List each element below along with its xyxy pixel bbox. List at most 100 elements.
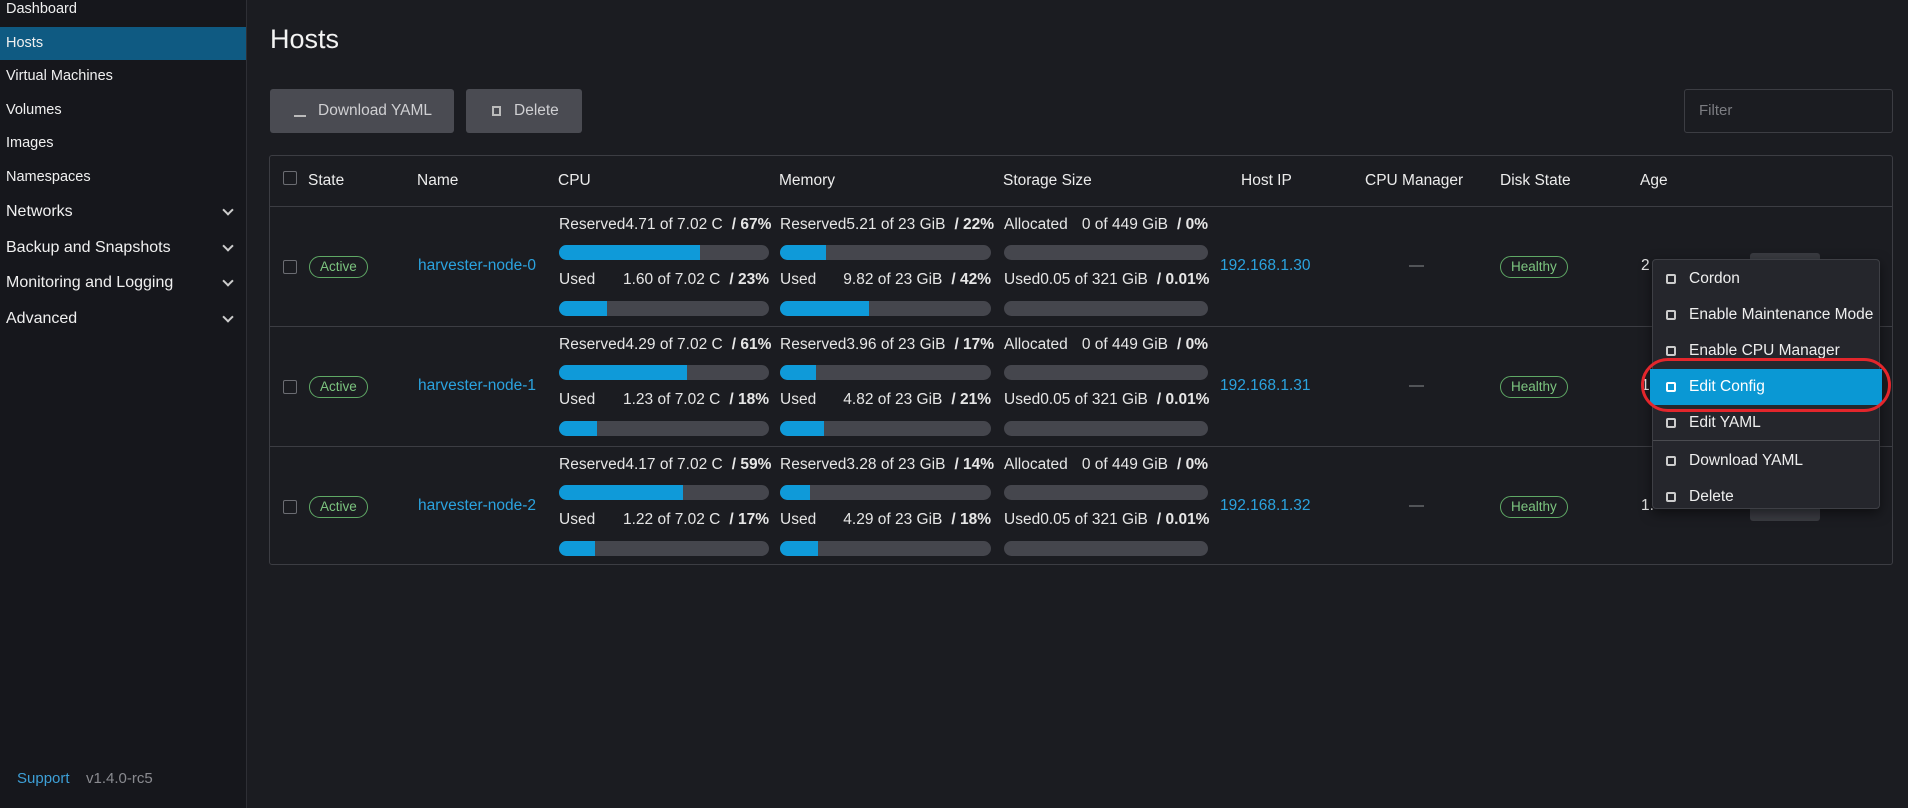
host-ip: 192.168.1.31 <box>1220 377 1311 394</box>
column-header[interactable]: Name <box>417 172 459 189</box>
menu-item[interactable]: Download YAML <box>1653 443 1879 479</box>
page-title: Hosts <box>270 24 340 54</box>
hosts-table: State Name CPU Memory Storage Size Host IP CPU… <box>269 155 1893 565</box>
row-checkbox[interactable] <box>283 500 297 514</box>
usage-percent: / 0% <box>1176 336 1208 353</box>
nav-item[interactable]: Virtual Machines <box>6 68 113 84</box>
sidebar: Support v1.4.0-rc5 Dashboard Hosts Virtual… <box>0 0 247 808</box>
progress-track <box>1004 365 1208 380</box>
usage-text: Used 4.29 of 23 GiB / 18% <box>780 509 991 531</box>
column-header[interactable]: State <box>308 172 345 189</box>
usage-amount: 0.05 of 321 GiB <box>1040 391 1148 408</box>
filter-input[interactable]: Filter <box>1684 89 1893 133</box>
nav-group[interactable]: Monitoring and Logging <box>0 265 246 300</box>
usage-amount: 9.82 of 23 GiB <box>843 271 943 288</box>
progress-track <box>1004 245 1208 260</box>
nav-item[interactable]: Namespaces <box>6 168 91 185</box>
progress-track <box>1004 301 1208 316</box>
usage-text: Allocated 0 of 449 GiB / 0% <box>1004 214 1208 236</box>
usage-cell: Allocated 0 of 449 GiB / 0% Used 0.05 of 321… <box>1004 207 1210 327</box>
usage-text: Used 1.60 of 7.02 C / 23% <box>559 269 769 291</box>
cpu-manager: — <box>1409 257 1424 274</box>
menu-item[interactable]: Enable CPU Manager <box>1653 333 1879 369</box>
nav-group[interactable]: Networks <box>0 194 246 229</box>
menu-icon <box>1666 274 1676 284</box>
menu-item-label: Enable Maintenance Mode <box>1689 306 1874 323</box>
usage-text: Reserved 4.17 of 7.02 C / 59% <box>559 454 771 476</box>
progress-fill <box>559 485 683 500</box>
row-checkbox[interactable] <box>283 380 297 394</box>
usage-text: Allocated 0 of 449 GiB / 0% <box>1004 334 1208 356</box>
usage-label: Used <box>559 271 596 288</box>
usage-amount: 0 of 449 GiB <box>1081 216 1168 233</box>
column-header: CPU Manager <box>1365 172 1464 189</box>
usage-label: Used <box>780 511 817 528</box>
delete-button[interactable]: Delete <box>466 89 582 133</box>
row-checkbox[interactable] <box>283 260 297 274</box>
nav-group[interactable]: Backup and Snapshots <box>0 230 246 265</box>
progress-track <box>559 541 769 556</box>
usage-percent: / 14% <box>954 456 995 473</box>
usage-percent: / 23% <box>729 271 769 288</box>
usage-text: Used 0.05 of 321 GiB / 0.01% <box>1004 269 1210 291</box>
menu-item-label: Delete <box>1689 488 1734 505</box>
column-header: Storage Size <box>1003 172 1092 189</box>
usage-cell: Reserved 4.29 of 7.02 C / 61% Used 1.23 of 7… <box>559 327 771 447</box>
nav-group-label: Networks <box>6 203 73 220</box>
usage-label: Used <box>1004 391 1041 408</box>
menu-item[interactable]: Delete <box>1653 479 1879 515</box>
menu-item[interactable]: Edit YAML <box>1653 405 1879 441</box>
nav-item[interactable]: Images <box>6 135 54 151</box>
usage-text: Reserved 3.28 of 23 GiB / 14% <box>780 454 995 476</box>
usage-text: Used 4.82 of 23 GiB / 21% <box>780 389 991 411</box>
support-link[interactable]: Support <box>17 770 70 787</box>
usage-text: Used 9.82 of 23 GiB / 42% <box>780 269 991 291</box>
host-name-link[interactable]: harvester-node-0 <box>418 257 537 274</box>
progress-fill <box>559 365 688 380</box>
highlight-ring <box>1641 358 1891 412</box>
menu-icon <box>1666 346 1676 356</box>
usage-percent: / 42% <box>951 271 991 288</box>
usage-percent: / 17% <box>729 511 769 528</box>
column-header[interactable]: Age <box>1640 172 1668 189</box>
column-header: Host IP <box>1241 172 1292 189</box>
usage-percent: / 0.01% <box>1156 511 1210 528</box>
menu-item-label: Cordon <box>1689 270 1740 287</box>
usage-cell: Reserved 5.21 of 23 GiB / 22% Used 9.82 of 2… <box>780 207 994 327</box>
usage-percent: / 18% <box>951 511 991 528</box>
select-all-checkbox[interactable] <box>283 171 297 185</box>
progress-fill <box>559 541 595 556</box>
chevron <box>222 310 234 323</box>
usage-label: Used <box>1004 511 1041 528</box>
menu-item[interactable]: Edit Config <box>1650 369 1882 405</box>
usage-cell: Reserved 3.96 of 23 GiB / 17% Used 4.82 of 2… <box>780 327 994 447</box>
nav-item[interactable]: Dashboard <box>6 1 77 17</box>
usage-label: Allocated <box>1004 216 1068 233</box>
menu-icon <box>1666 418 1676 428</box>
chevron <box>222 204 234 216</box>
usage-amount: 0 of 449 GiB <box>1081 456 1168 473</box>
progress-fill <box>780 421 825 436</box>
menu-item[interactable]: Enable Maintenance Mode <box>1653 297 1879 333</box>
menu-icon <box>1666 310 1676 320</box>
progress-fill <box>780 365 816 380</box>
usage-percent: / 0.01% <box>1156 271 1210 288</box>
button-label: Delete <box>514 102 559 119</box>
usage-percent: / 67% <box>731 216 772 233</box>
progress-fill <box>780 541 818 556</box>
nav-group[interactable]: Advanced <box>0 301 246 336</box>
host-ip: 192.168.1.30 <box>1220 257 1311 274</box>
nav-item[interactable]: Volumes <box>6 101 62 118</box>
divider <box>270 446 1892 447</box>
host-name-link[interactable]: harvester-node-1 <box>418 377 537 394</box>
usage-cell: Allocated 0 of 449 GiB / 0% Used 0.05 of 321… <box>1004 327 1209 447</box>
divider <box>270 206 1892 207</box>
chevron <box>222 275 234 287</box>
download-yaml-button[interactable]: Download YAML <box>270 89 454 133</box>
nav-item[interactable]: Hosts <box>0 26 246 60</box>
usage-amount: 4.29 of 23 GiB <box>843 511 943 528</box>
column-header: Disk State <box>1500 172 1571 189</box>
host-name-link[interactable]: harvester-node-2 <box>418 497 537 514</box>
progress-fill <box>559 245 700 260</box>
menu-item[interactable]: Cordon <box>1653 261 1879 297</box>
